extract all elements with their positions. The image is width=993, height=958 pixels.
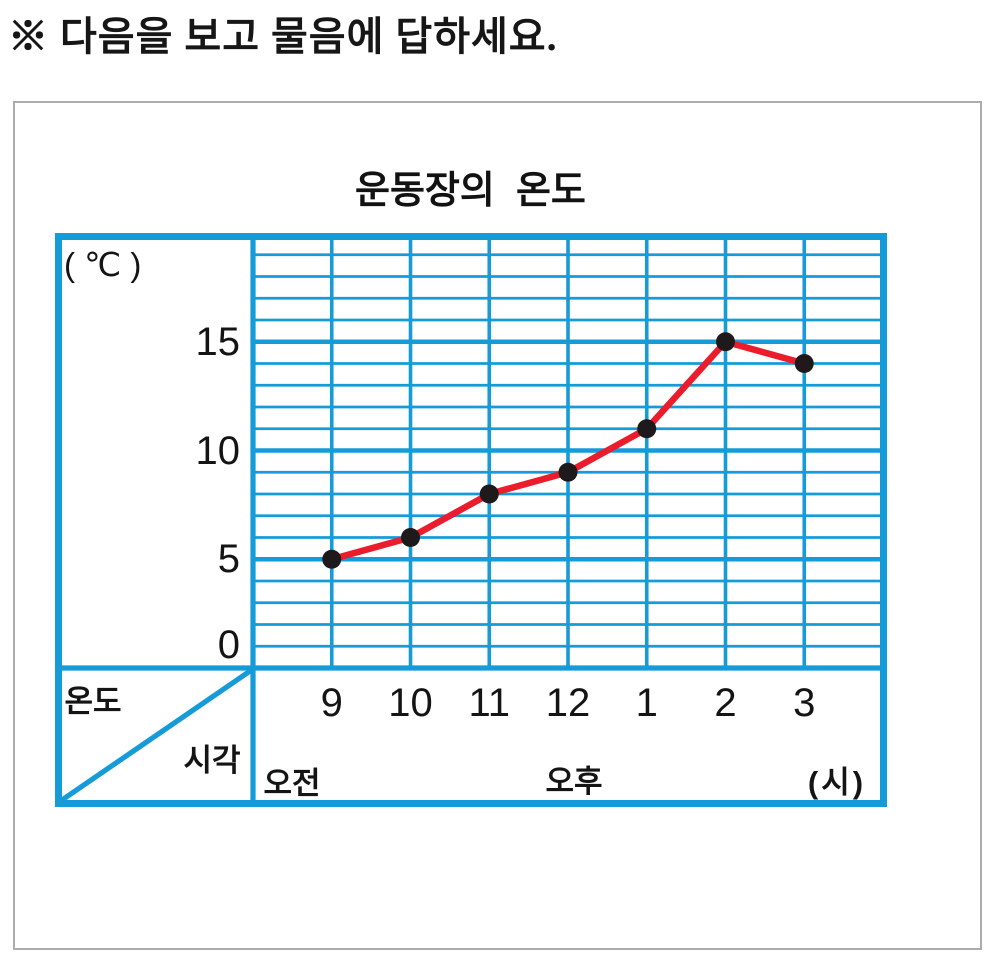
y-tick-label: 15 — [195, 319, 241, 364]
x-tick-label: 3 — [793, 681, 816, 725]
x-tick-label: 10 — [388, 681, 433, 725]
period-label-am: 오전 — [263, 766, 321, 801]
x-tick-label: 11 — [468, 681, 511, 725]
data-point — [716, 332, 735, 352]
data-point — [637, 419, 657, 439]
x-axis-unit-label: (시) — [807, 765, 867, 800]
data-point — [479, 484, 499, 504]
y-axis-unit-label: ( ℃ ) — [64, 246, 142, 283]
data-point — [322, 549, 342, 569]
corner-label-time: 시각 — [183, 743, 241, 778]
chart-title: 운동장의 온도 — [355, 170, 586, 212]
period-label-pm: 오후 — [545, 764, 603, 799]
data-point — [401, 528, 420, 547]
figure-panel — [13, 101, 982, 950]
y-tick-label: 10 — [195, 428, 241, 473]
data-point — [794, 354, 814, 373]
instruction-text: ※ 다음을 보고 물음에 답하세요. — [8, 14, 558, 59]
x-tick-label: 12 — [545, 681, 591, 725]
x-tick-label: 1 — [635, 681, 658, 725]
y-tick-label: 0 — [217, 623, 240, 667]
gridline — [60, 666, 255, 803]
data-point — [558, 462, 578, 482]
x-tick-label: 2 — [714, 681, 737, 725]
temperature-line-chart — [55, 233, 887, 807]
x-tick-label: 9 — [320, 681, 343, 725]
chart-frame-border — [55, 233, 887, 807]
y-tick-label: 5 — [217, 537, 240, 582]
corner-label-temperature: 온도 — [64, 684, 122, 719]
